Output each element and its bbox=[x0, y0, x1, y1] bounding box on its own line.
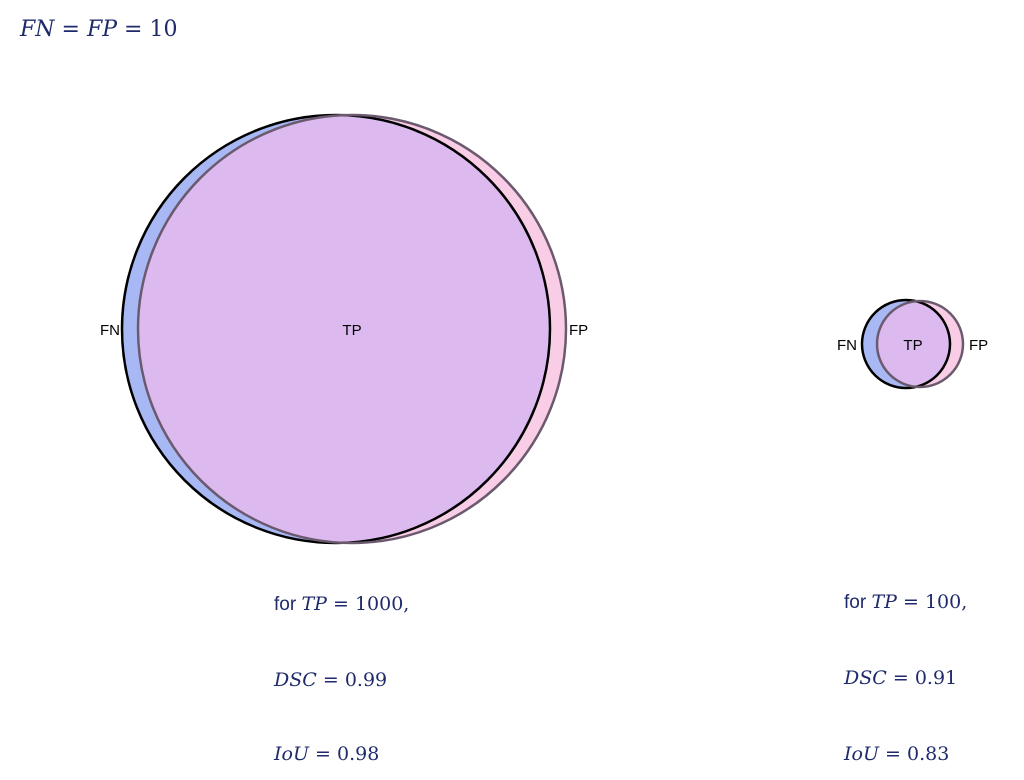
tp-label-large: TP bbox=[342, 322, 361, 339]
caption-iou-value: 0.98 bbox=[336, 743, 380, 765]
caption-for-word: for bbox=[844, 592, 872, 613]
caption-tp-var: TP bbox=[301, 593, 327, 615]
caption-iou-value: 0.83 bbox=[906, 743, 950, 765]
fn-label-large: FN bbox=[100, 322, 120, 339]
caption-equals: = bbox=[885, 743, 907, 765]
caption-tp-small: for TP = 100, bbox=[844, 590, 967, 615]
caption-iou-var: IoU bbox=[844, 743, 879, 765]
tp-label-small: TP bbox=[903, 337, 922, 354]
title-fn-var: FN bbox=[20, 17, 55, 42]
fp-label-small: FP bbox=[969, 337, 988, 354]
page-title: FN = FP = 10 bbox=[20, 16, 177, 44]
overlap-region-large bbox=[138, 115, 550, 543]
caption-dsc-var: DSC bbox=[274, 669, 317, 691]
caption-tp-large: for TP = 1000, bbox=[274, 592, 409, 617]
venn-small: FN TP FP bbox=[837, 298, 988, 390]
caption-tp-value: 100, bbox=[924, 591, 968, 613]
venn-diagrams: FN TP FP FN TP FP bbox=[100, 113, 988, 545]
overlap-region-small bbox=[877, 301, 950, 387]
caption-dsc-value: 0.99 bbox=[344, 669, 388, 691]
title-value: 10 bbox=[149, 17, 178, 42]
caption-dsc-large: DSC = 0.99 bbox=[274, 668, 387, 692]
caption-for-word: for bbox=[274, 594, 302, 615]
caption-dsc-small: DSC = 0.91 bbox=[844, 666, 957, 690]
prediction-outline-large bbox=[136, 113, 568, 545]
title-equals-1: = bbox=[61, 17, 87, 42]
caption-tp-value: 1000, bbox=[354, 593, 410, 615]
caption-dsc-var: DSC bbox=[844, 667, 887, 689]
caption-equals: = bbox=[892, 667, 915, 689]
title-equals-2: = bbox=[124, 17, 150, 42]
title-fp-var: FP bbox=[86, 17, 118, 42]
venn-large: FN TP FP bbox=[100, 113, 588, 545]
caption-equals: = bbox=[315, 743, 337, 765]
caption-iou-large: IoU = 0.98 bbox=[274, 742, 379, 766]
caption-equals: = bbox=[332, 593, 355, 615]
fn-label-small: FN bbox=[837, 337, 857, 354]
caption-iou-small: IoU = 0.83 bbox=[844, 742, 949, 766]
fp-label-large: FP bbox=[569, 322, 588, 339]
caption-iou-var: IoU bbox=[274, 743, 309, 765]
caption-equals: = bbox=[322, 669, 345, 691]
caption-tp-var: TP bbox=[871, 591, 897, 613]
caption-dsc-value: 0.91 bbox=[914, 667, 958, 689]
prediction-outline-small bbox=[875, 299, 965, 389]
ground-truth-outline-small bbox=[860, 298, 952, 390]
caption-equals: = bbox=[902, 591, 925, 613]
